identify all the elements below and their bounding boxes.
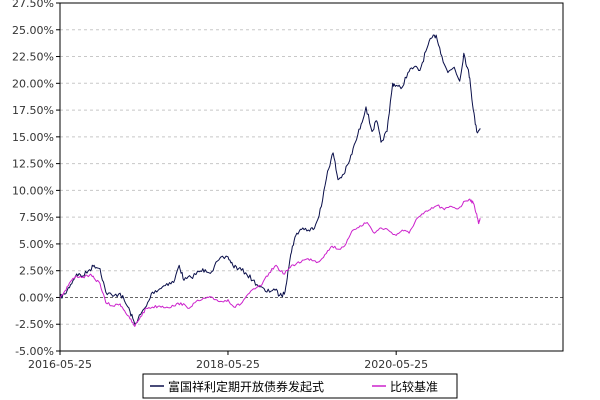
plot-area-border (59, 2, 564, 352)
y-tick-labels: -5.00% -2.50% 0.00% 2.50% 5.00% 7.50% 10.00% 12… (12, 0, 54, 358)
y-tick-label: 10.00% (12, 184, 54, 197)
legend-label-fund: 富国祥利定期开放债券发起式 (168, 379, 324, 394)
series-line-benchmark (59, 198, 481, 327)
legend: 富国祥利定期开放债券发起式 比较基准 (142, 373, 458, 399)
y-tick-label: -2.50% (15, 318, 54, 331)
legend-label-benchmark: 比较基准 (390, 379, 438, 394)
legend-box (142, 373, 458, 399)
x-tick-label: 2018-05-25 (196, 358, 260, 371)
y-tick-label: 22.50% (12, 51, 54, 64)
y-tick-label: 7.50% (19, 211, 54, 224)
y-tick-label: 27.50% (12, 0, 54, 10)
series-lines (59, 34, 481, 327)
y-tick-label: 0.00% (19, 291, 54, 304)
y-tick-label: 5.00% (19, 238, 54, 251)
axes (56, 2, 564, 355)
y-tick-label: 25.00% (12, 24, 54, 37)
y-tick-label: 2.50% (19, 265, 54, 278)
y-tick-label: 15.00% (12, 131, 54, 144)
y-tick-label: 12.50% (12, 158, 54, 171)
x-tick-label: 2016-05-25 (28, 358, 92, 371)
grid-lines (60, 29, 563, 325)
x-tick-label: 2020-05-25 (364, 358, 428, 371)
x-tick-labels: 2016-05-25 2018-05-25 2020-05-25 (28, 358, 428, 371)
y-tick-label: 17.50% (12, 104, 54, 117)
y-tick-label: 20.00% (12, 77, 54, 90)
y-tick-label: -5.00% (15, 345, 54, 358)
series-line-fund (59, 34, 481, 325)
